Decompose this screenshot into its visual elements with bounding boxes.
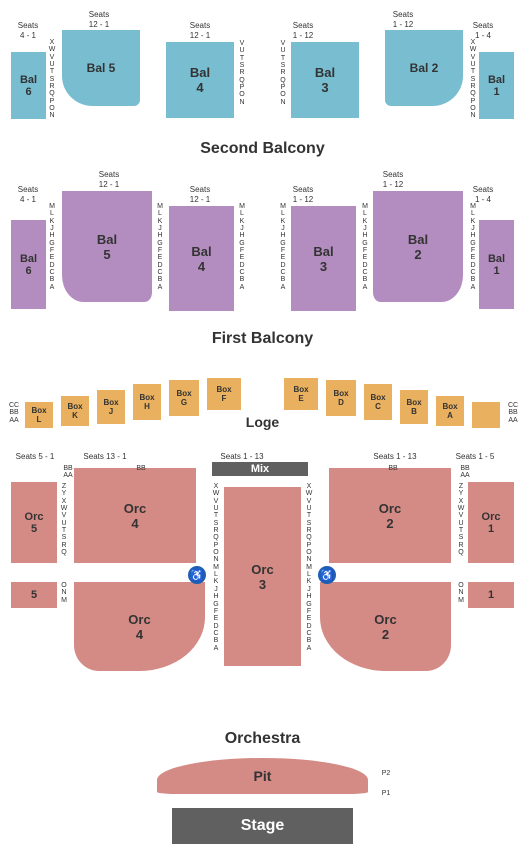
seat-range-label: Seats 5 - 1 — [10, 452, 60, 462]
row-letters: ONM — [60, 582, 68, 604]
row-letters: P2 — [378, 770, 394, 777]
seat-range-label: Seats 13 - 1 — [80, 452, 130, 462]
row-letters: BB — [385, 465, 401, 472]
accessible-icon: ♿ — [318, 566, 336, 584]
row-letters: MLKJHGFEDCBA — [156, 203, 164, 291]
seat-range-label: Seats 1 - 12 — [378, 10, 428, 29]
section-bal2_3[interactable]: Bal 3 — [289, 40, 361, 120]
row-letters: BBAA — [457, 465, 473, 480]
section-orc_2b[interactable]: Orc 2 — [318, 580, 453, 673]
section-bal1_3[interactable]: Bal 3 — [289, 204, 358, 313]
section-orc_4b[interactable]: Orc 4 — [72, 580, 207, 673]
section-bal1_5[interactable]: Bal 5 — [60, 189, 154, 304]
row-letters: CCBBAA — [6, 402, 22, 424]
section-bal1_4[interactable]: Bal 4 — [167, 204, 236, 313]
row-letters: VUTSRQPON — [279, 40, 287, 106]
section-box_d[interactable]: Box D — [324, 378, 358, 418]
seat-range-label: Seats 1 - 4 — [458, 185, 508, 204]
section-bal2_6[interactable]: Bal 6 — [9, 50, 48, 121]
seat-range-label: Seats 12 - 1 — [175, 21, 225, 40]
row-letters: BBAA — [60, 465, 76, 480]
row-letters: MLKJHGFEDCBA — [238, 203, 246, 291]
section-mix[interactable]: Mix — [210, 460, 310, 478]
seat-range-label: Seats 4 - 1 — [3, 21, 53, 40]
row-letters: MLKJHGFEDCBA — [469, 203, 477, 291]
section-orc_3[interactable]: Orc 3 — [222, 485, 303, 668]
seat-range-label: Seats 12 - 1 — [74, 10, 124, 29]
row-letters: P1 — [378, 790, 394, 797]
section-box_f[interactable]: Box F — [205, 376, 243, 412]
row-letters: VUTSRQPON — [238, 40, 246, 106]
seat-range-label: Seats 1 - 12 — [278, 21, 328, 40]
row-letters: BB — [133, 465, 149, 472]
row-letters: MLKJHGFEDCBA — [48, 203, 56, 291]
row-letters: XWVUTSRQPON — [48, 39, 56, 120]
seat-range-label: Seats 4 - 1 — [3, 185, 53, 204]
section-bal2_4[interactable]: Bal 4 — [164, 40, 236, 120]
section-orc_4a[interactable]: Orc 4 — [72, 466, 198, 565]
seat-range-label: Seats 1 - 12 — [368, 170, 418, 189]
section-bal2_2[interactable]: Bal 2 — [383, 28, 465, 108]
section-pit[interactable]: Pit — [155, 756, 370, 796]
section-orc_1a[interactable]: Orc 1 — [466, 480, 516, 565]
row-letters: MLKJHGFEDCBA — [361, 203, 369, 291]
section-bal2_1[interactable]: Bal 1 — [477, 50, 516, 121]
row-letters: CCBBAA — [505, 402, 521, 424]
seat-range-label: Seats 1 - 5 — [450, 452, 500, 462]
section-bal1_2[interactable]: Bal 2 — [371, 189, 465, 304]
level-title-loge: Loge — [0, 414, 525, 430]
section-bal1_1[interactable]: Bal 1 — [477, 218, 516, 311]
row-letters: ZYXWVUTSRQ — [457, 483, 465, 556]
section-orc_2a[interactable]: Orc 2 — [327, 466, 453, 565]
seat-range-label: Seats 12 - 1 — [84, 170, 134, 189]
row-letters: ONM — [457, 582, 465, 604]
level-title-orchestra: Orchestra — [0, 730, 525, 748]
row-letters: ZYXWVUTSRQ — [60, 483, 68, 556]
section-orc_5b[interactable]: 5 — [9, 580, 59, 610]
section-bal1_6[interactable]: Bal 6 — [9, 218, 48, 311]
row-letters: XWVUTSRQPONMLKJHGFEDCBA — [305, 483, 313, 652]
row-letters: XWVUTSRQPON — [469, 39, 477, 120]
seat-range-label: Seats 1 - 13 — [217, 452, 267, 462]
seat-range-label: Seats 12 - 1 — [175, 185, 225, 204]
accessible-icon: ♿ — [188, 566, 206, 584]
seat-range-label: Seats 1 - 12 — [278, 185, 328, 204]
seat-range-label: Seats 1 - 4 — [458, 21, 508, 40]
section-bal2_5[interactable]: Bal 5 — [60, 28, 142, 108]
row-letters: MLKJHGFEDCBA — [279, 203, 287, 291]
section-orc_5a[interactable]: Orc 5 — [9, 480, 59, 565]
section-orc_1b[interactable]: 1 — [466, 580, 516, 610]
section-box_g[interactable]: Box G — [167, 378, 201, 418]
section-box_e[interactable]: Box E — [282, 376, 320, 412]
level-title-second_balcony: Second Balcony — [0, 140, 525, 158]
seat-range-label: Seats 1 - 13 — [370, 452, 420, 462]
section-stage[interactable]: Stage — [170, 806, 355, 846]
level-title-first_balcony: First Balcony — [0, 330, 525, 348]
row-letters: XWVUTSRQPONMLKJHGFEDCBA — [212, 483, 220, 652]
